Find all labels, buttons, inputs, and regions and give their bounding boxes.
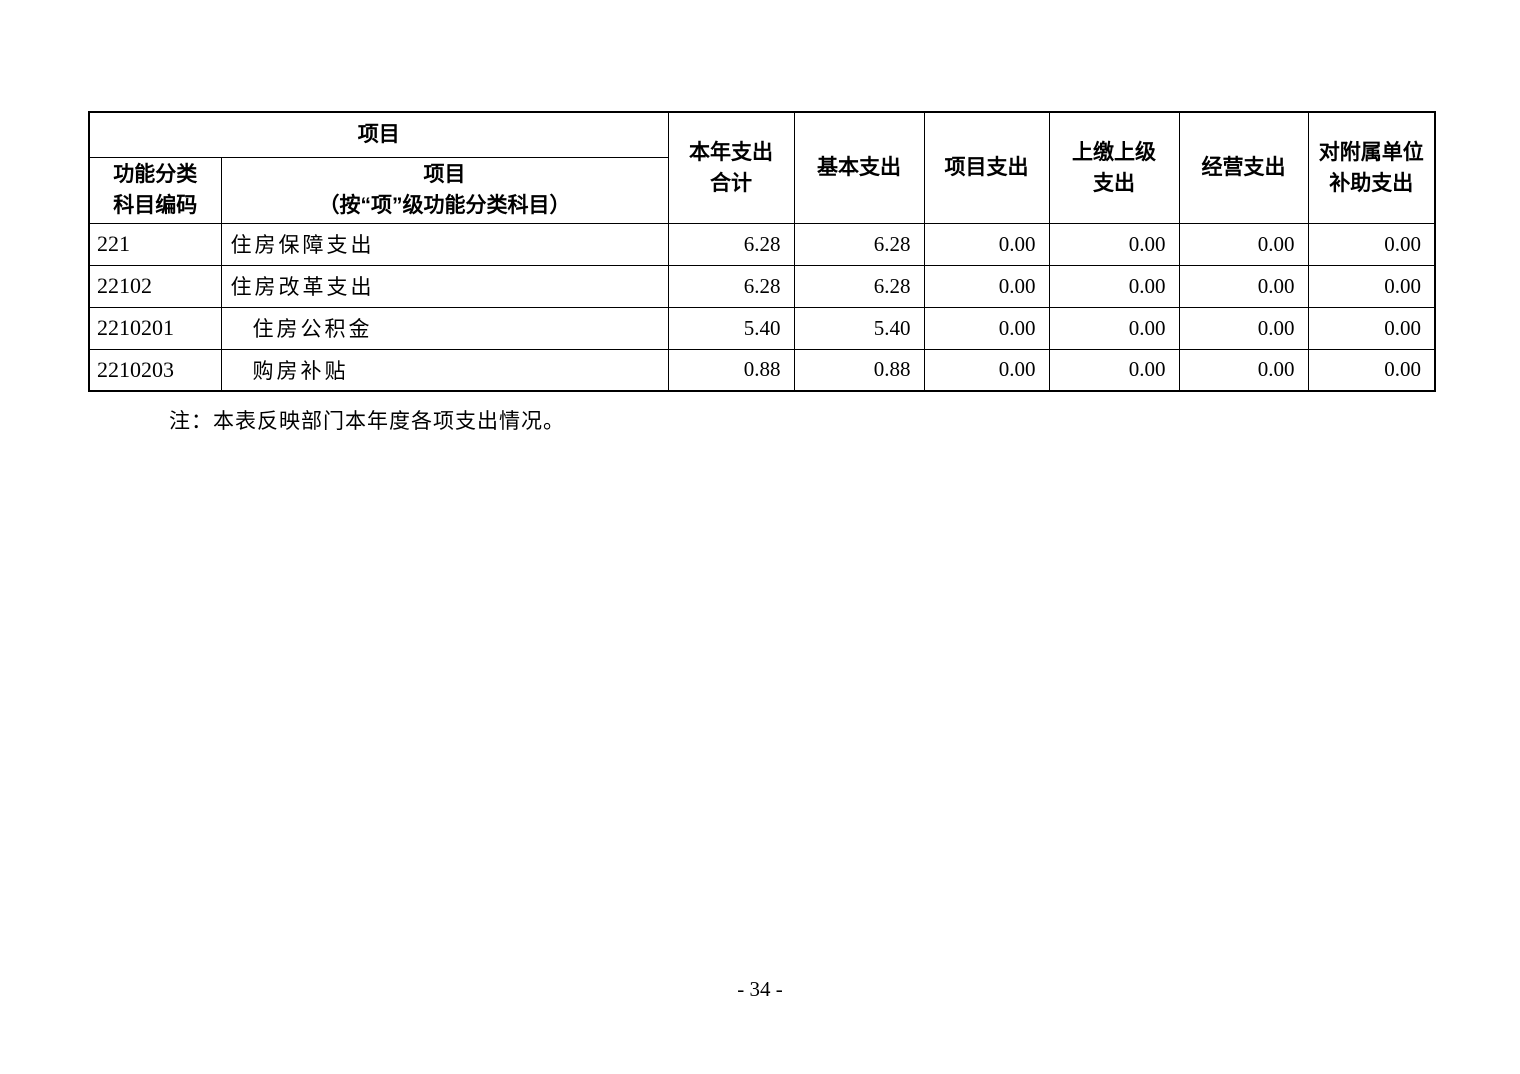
header-sub-item: 项目 （按“项”级功能分类科目） [220,156,669,224]
row-code: 221 [88,222,222,266]
header-subsidy-line1: 对附属单位 [1318,140,1424,164]
header-total-expenditure: 本年支出 合计 [667,111,795,224]
header-total-line2: 合计 [710,171,752,195]
table-header-row-1: 项目 本年支出 合计 基本支出 项目支出 上缴上级 支出 经营支出 [88,111,1436,224]
header-code-line2: 科目编码 [113,194,198,217]
row-basic-value: 0.88 [793,348,925,392]
row-project-value: 0.00 [923,222,1050,266]
header-upper-line1: 上缴上级 [1072,140,1156,164]
header-basic-label: 基本支出 [817,156,901,180]
table-row: 22102 住房改革支出 6.28 6.28 0.00 0.00 0.00 0.… [88,264,1436,308]
row-project-value: 0.00 [923,264,1050,308]
row-upper-value: 0.00 [1048,222,1180,266]
row-upper-value: 0.00 [1048,306,1180,350]
header-project-label: 项目支出 [944,156,1029,180]
row-total-value: 6.28 [667,264,795,308]
row-operating-value: 0.00 [1178,222,1309,266]
row-operating-value: 0.00 [1178,348,1309,392]
header-subsidy-line2: 补助支出 [1329,171,1414,195]
header-sub-item-line2: （按“项”级功能分类科目） [318,194,571,217]
row-total-value: 6.28 [667,222,795,266]
row-code: 2210203 [88,348,222,392]
table-row: 2210201 住房公积金 5.40 5.40 0.00 0.00 0.00 0… [88,306,1436,350]
row-basic-value: 5.40 [793,306,925,350]
row-item-name: 购房补贴 [220,348,669,392]
page-number: - 34 - [737,977,783,1001]
row-code: 2210201 [88,306,222,350]
row-subsidy-value: 0.00 [1307,306,1436,350]
header-item-group-label: 项目 [357,123,400,147]
table-row: 2210203 购房补贴 0.88 0.88 0.00 0.00 0.00 0.… [88,348,1436,392]
header-sub-item-line1: 项目 [423,163,466,186]
row-subsidy-value: 0.00 [1307,264,1436,308]
header-total-line1: 本年支出 [689,140,773,164]
row-item-name: 住房公积金 [220,306,669,350]
row-operating-value: 0.00 [1178,264,1309,308]
header-basic-expenditure: 基本支出 [793,111,925,224]
row-item-name: 住房改革支出 [220,264,669,308]
row-project-value: 0.00 [923,348,1050,392]
header-code-line1: 功能分类 [113,163,198,186]
row-code: 22102 [88,264,222,308]
header-project-expenditure: 项目支出 [923,111,1050,224]
expenditure-table: 项目 本年支出 合计 基本支出 项目支出 上缴上级 支出 经营支出 [88,111,1436,392]
header-subsidy-expenditure: 对附属单位 补助支出 [1307,111,1436,224]
row-subsidy-value: 0.00 [1307,348,1436,392]
header-upper-level-expenditure: 上缴上级 支出 [1048,111,1180,224]
header-function-code: 功能分类 科目编码 [88,156,222,224]
header-item-group: 项目 [88,111,669,158]
row-upper-value: 0.00 [1048,348,1180,392]
row-project-value: 0.00 [923,306,1050,350]
table-header-row-2: 功能分类 科目编码 项目 （按“项”级功能分类科目） [88,156,1435,224]
header-operating-label: 经营支出 [1201,156,1286,180]
table-note: 注：本表反映部门本年度各项支出情况。 [169,409,565,433]
row-subsidy-value: 0.00 [1307,222,1436,266]
row-operating-value: 0.00 [1178,306,1309,350]
row-basic-value: 6.28 [793,222,925,266]
row-item-name: 住房保障支出 [220,222,669,266]
header-upper-line2: 支出 [1093,171,1135,195]
row-total-value: 5.40 [667,306,795,350]
row-upper-value: 0.00 [1048,264,1180,308]
row-total-value: 0.88 [667,348,795,392]
table-row: 221 住房保障支出 6.28 6.28 0.00 0.00 0.00 0.00 [88,222,1436,266]
row-basic-value: 6.28 [793,264,925,308]
header-operating-expenditure: 经营支出 [1178,111,1309,224]
